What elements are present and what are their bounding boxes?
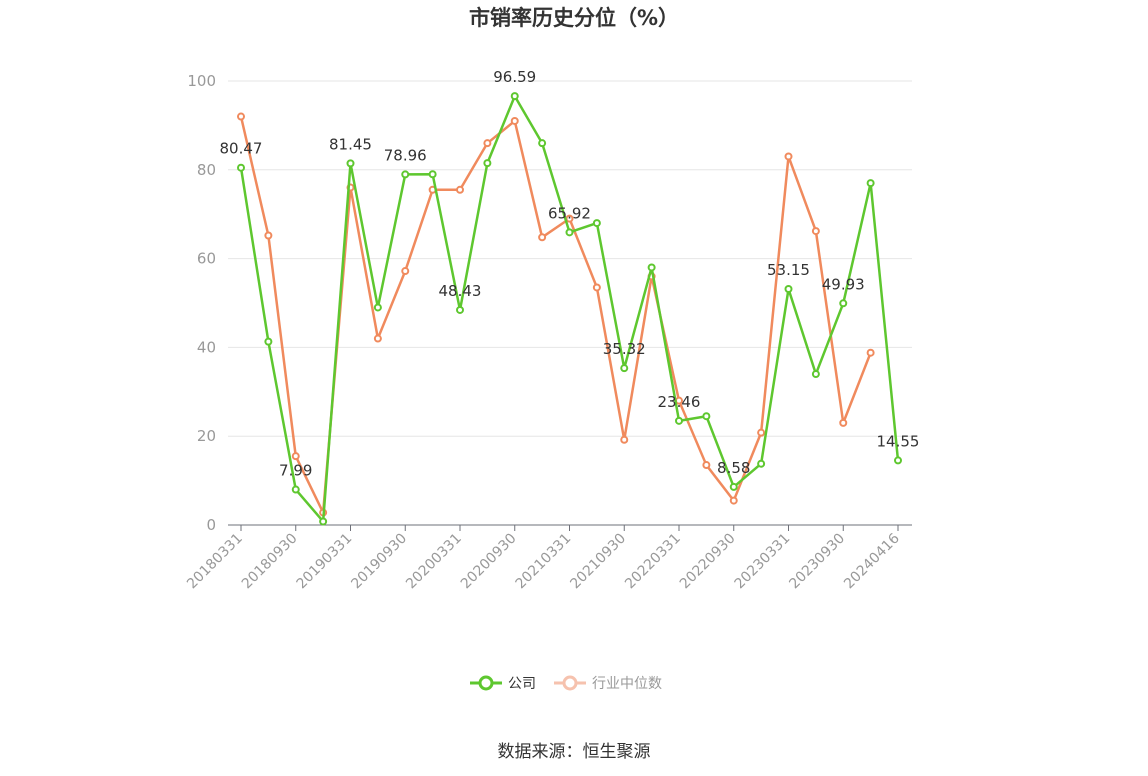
data-point-company (757, 459, 766, 468)
x-tick-label: 20220930 (677, 531, 739, 593)
data-point-industry (866, 348, 875, 357)
data-point-company (428, 170, 437, 179)
x-tick-label: 20180331 (184, 531, 246, 593)
data-label: 14.55 (877, 432, 920, 450)
x-tick-label: 20220331 (622, 531, 684, 593)
y-tick-label: 80 (197, 161, 216, 179)
data-point-industry (839, 418, 848, 427)
data-point-industry (456, 185, 464, 194)
x-tick-label: 20230930 (786, 531, 848, 593)
data-source: 数据来源：恒生聚源 (497, 742, 651, 762)
data-point-industry (373, 334, 382, 343)
data-label: 7.99 (279, 462, 312, 480)
data-point-industry (291, 452, 300, 461)
data-point-industry (729, 496, 738, 505)
data-label: 81.45 (329, 135, 372, 153)
data-point-company (456, 305, 464, 314)
data-point-industry (702, 461, 711, 470)
data-point-company (647, 263, 656, 272)
y-tick-label: 0 (206, 516, 216, 534)
x-tick-label: 20240416 (841, 530, 903, 592)
legend-company-label: 公司 (508, 676, 536, 692)
data-point-company (373, 303, 382, 312)
grid-layer (228, 80, 912, 437)
data-point-company (565, 228, 574, 237)
x-tick-label: 20200930 (458, 531, 520, 593)
data-label: 80.47 (220, 140, 263, 158)
data-point-industry (264, 231, 273, 240)
data-point-company (401, 170, 410, 179)
data-point-company (510, 92, 519, 101)
series-line-industry (239, 116, 872, 514)
data-label: 78.96 (384, 146, 427, 164)
legend-item-industry[interactable]: 行业中位数 (554, 673, 662, 693)
data-point-industry (757, 428, 766, 437)
data-point-company (319, 517, 328, 526)
data-label: 65.92 (548, 204, 591, 222)
data-label: 49.93 (822, 275, 865, 293)
x-tick-label: 20190930 (348, 531, 410, 593)
chart-title: 市销率历史分位（%） (468, 6, 680, 30)
data-label: 8.58 (717, 459, 750, 477)
series-line-company (239, 94, 900, 523)
data-label-layer: 80.47 7.99 81.45 78.96 48.43 96.59 65.92 35.32 2… (220, 68, 920, 479)
x-tick-label: 20180930 (239, 531, 301, 593)
data-point-company (264, 337, 273, 346)
legend-industry-icon (554, 675, 586, 691)
data-point-company (811, 370, 820, 379)
series-layer (237, 92, 902, 526)
data-point-industry (620, 435, 629, 444)
data-point-industry (401, 267, 410, 276)
data-point-company (784, 285, 793, 294)
data-label: 35.32 (603, 340, 646, 358)
data-point-company (291, 485, 300, 494)
data-point-company (729, 482, 738, 491)
x-tick-label: 20210930 (567, 531, 629, 593)
legend-industry-label: 行业中位数 (592, 676, 662, 692)
y-tick-label: 40 (197, 338, 216, 356)
legend: 公司 行业中位数 (470, 673, 680, 693)
data-point-company (866, 179, 875, 188)
data-point-industry (784, 152, 793, 161)
x-tick-label: 20210331 (513, 531, 575, 593)
data-point-industry (510, 116, 519, 125)
data-label: 48.43 (439, 282, 482, 300)
x-tick-label: 20230331 (732, 531, 794, 593)
data-point-company (839, 299, 848, 308)
data-point-company (538, 139, 547, 148)
data-label: 23.46 (658, 393, 701, 411)
data-point-company (702, 412, 711, 421)
data-point-industry (811, 227, 820, 236)
data-point-company (675, 416, 683, 425)
data-point-company (237, 163, 245, 172)
data-point-company (620, 364, 629, 373)
y-tick-label: 100 (187, 72, 216, 90)
x-tick-label: 20190331 (294, 531, 356, 593)
data-point-company (592, 219, 601, 228)
data-point-industry (538, 233, 547, 242)
y-tick-label: 60 (197, 250, 216, 268)
data-label: 53.15 (767, 261, 810, 279)
data-point-company (346, 159, 355, 168)
data-point-company (894, 456, 902, 465)
data-label: 96.59 (493, 68, 536, 86)
data-point-industry (483, 139, 492, 148)
data-point-industry (237, 112, 245, 121)
data-point-industry (592, 283, 601, 292)
x-tick-label: 20200331 (403, 531, 465, 593)
y-tick-label: 20 (197, 427, 216, 445)
legend-item-company[interactable]: 公司 (470, 673, 536, 693)
legend-company-icon (470, 675, 502, 691)
data-point-company (483, 159, 492, 168)
